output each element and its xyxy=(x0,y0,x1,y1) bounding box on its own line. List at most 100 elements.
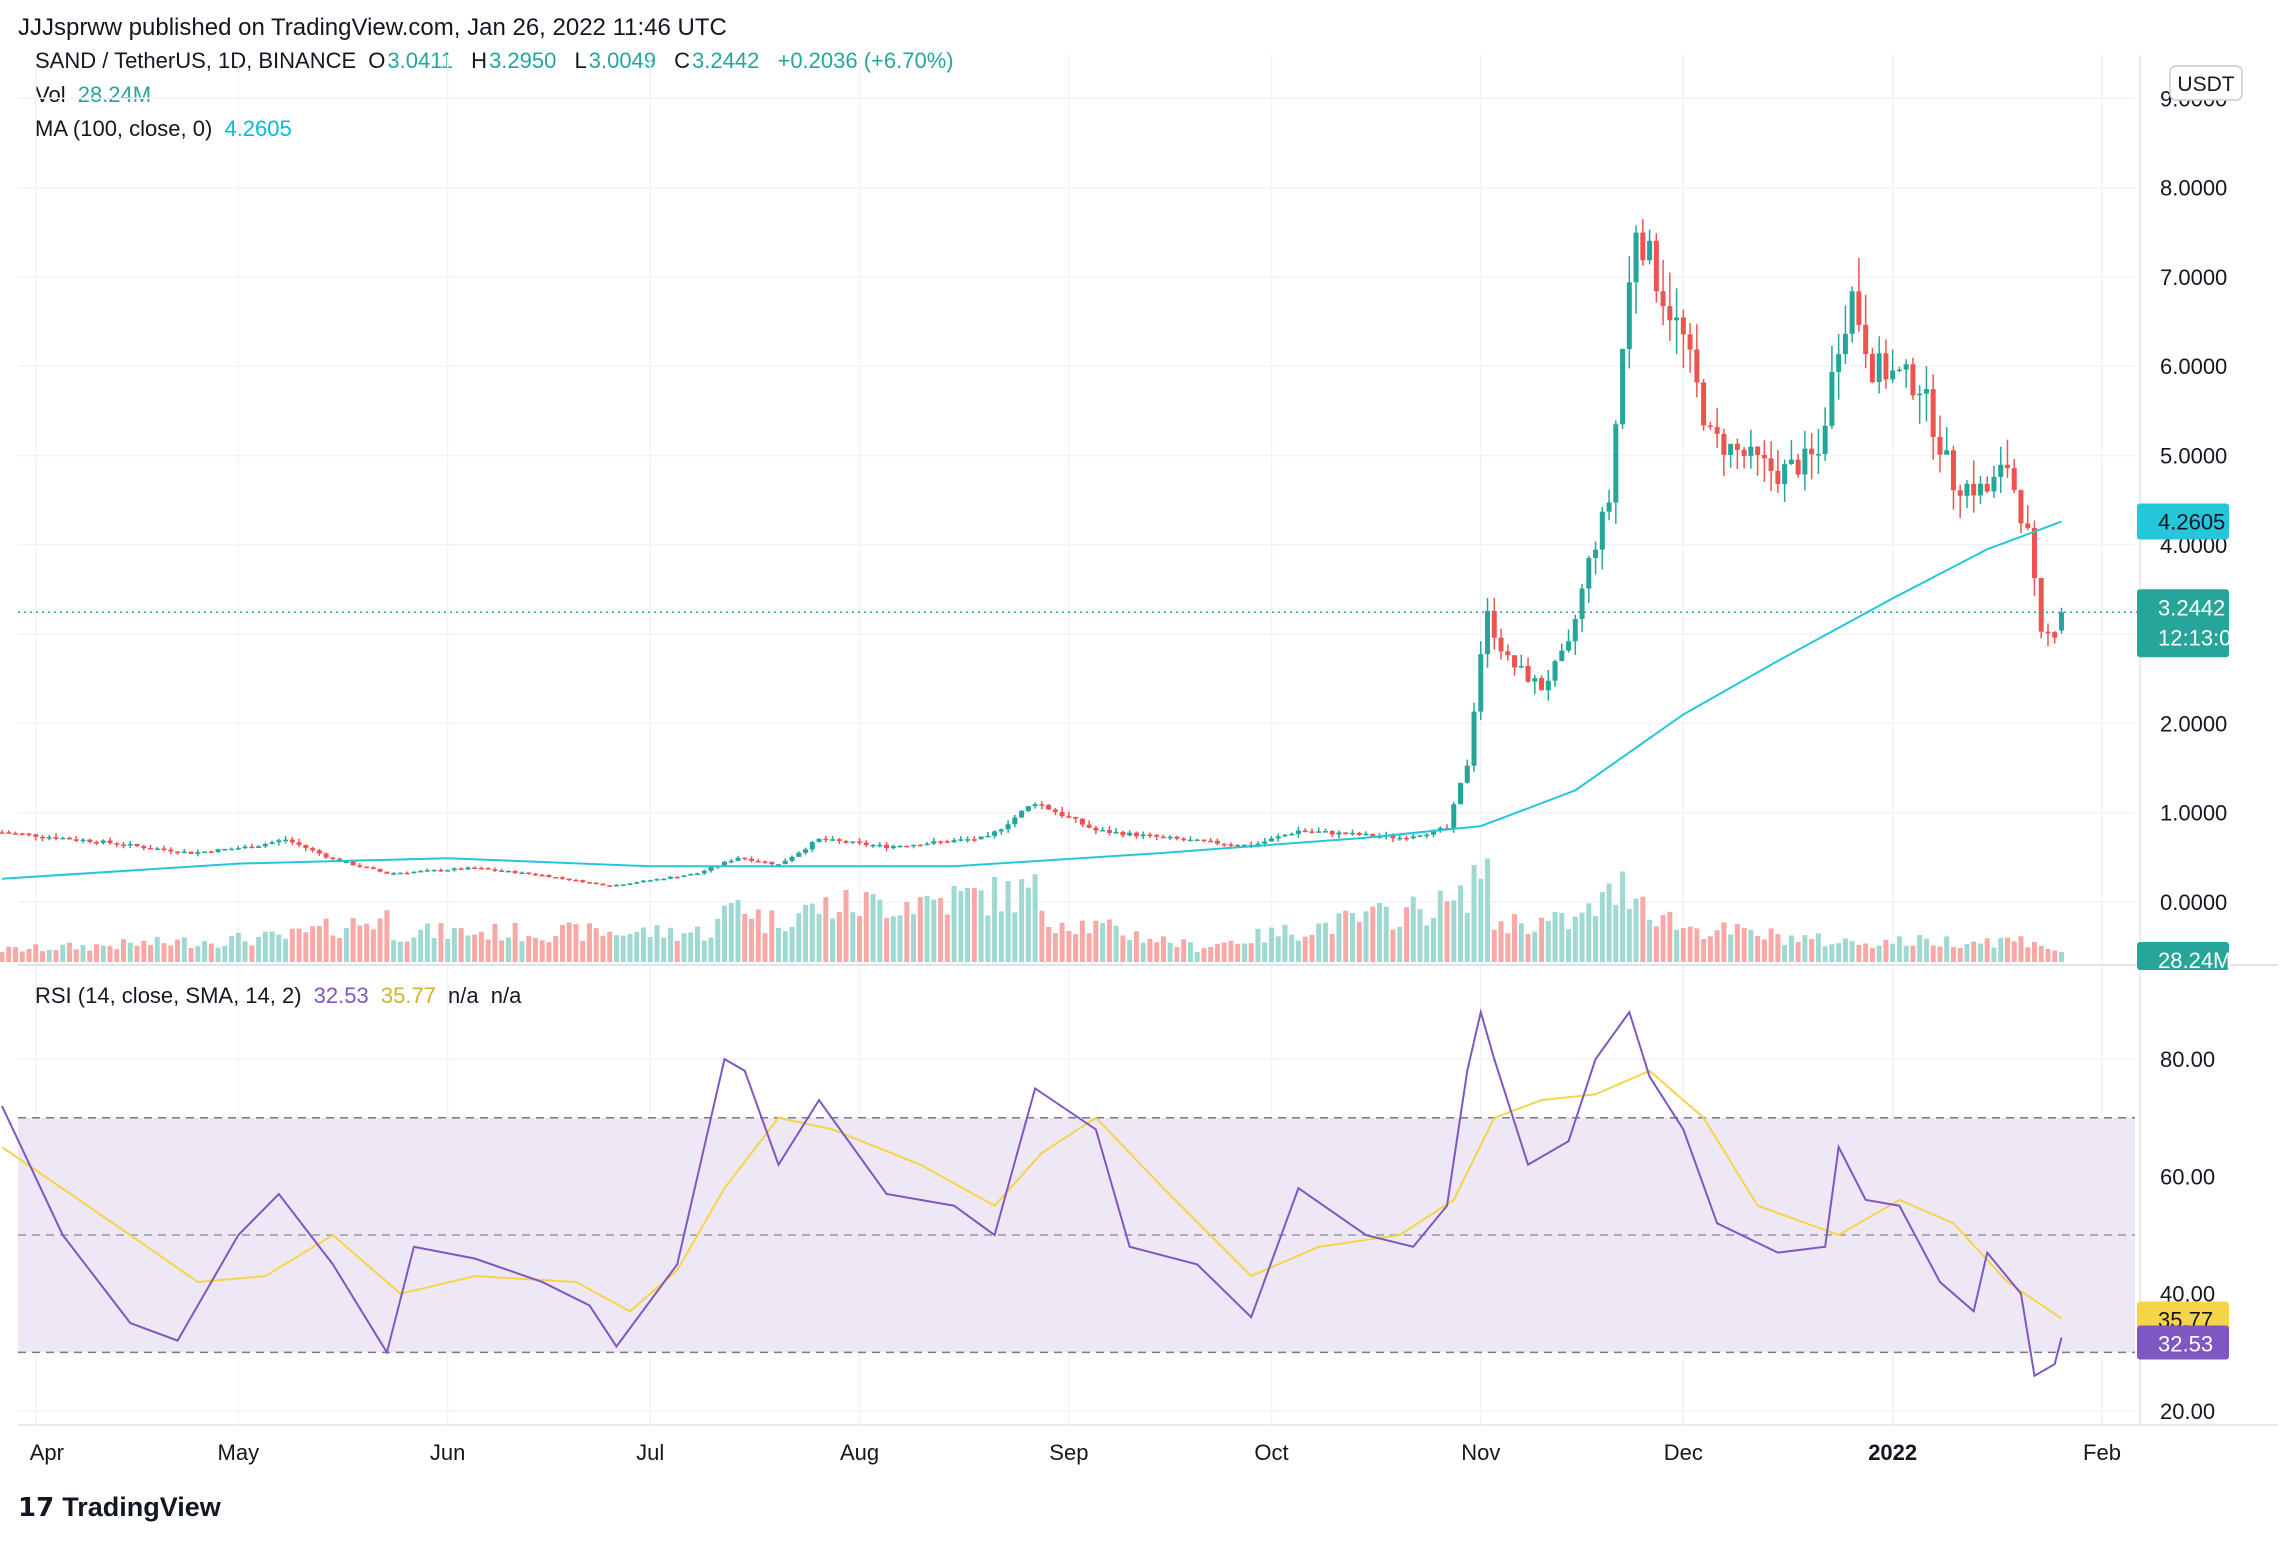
volume-bar xyxy=(803,904,809,962)
candle-body xyxy=(492,869,498,871)
volume-bar xyxy=(573,924,579,962)
candle-body xyxy=(539,874,545,877)
candle-body xyxy=(1788,459,1794,465)
candle-body xyxy=(1707,425,1713,428)
candle-body xyxy=(917,844,923,847)
candle-body xyxy=(256,846,262,849)
volume-bar xyxy=(330,935,336,962)
volume-bar xyxy=(1221,942,1227,962)
volume-bar xyxy=(1518,923,1524,962)
candle-body xyxy=(661,878,667,881)
candle-body xyxy=(1322,831,1328,833)
candle-body xyxy=(269,842,275,844)
volume-bar xyxy=(269,931,275,962)
candle-body xyxy=(0,832,5,834)
rsi-tick-label: 60.00 xyxy=(2160,1164,2215,1189)
volume-bar xyxy=(1302,936,1308,962)
candle-body xyxy=(884,844,890,849)
volume-bar xyxy=(1755,936,1761,962)
candle-body xyxy=(1086,824,1092,828)
candle-body xyxy=(1289,833,1295,836)
currency-label[interactable]: USDT xyxy=(2177,73,2234,96)
open-value: 3.0411 xyxy=(387,48,454,73)
volume-bar xyxy=(526,936,532,962)
volume-bar xyxy=(654,925,660,962)
volume-bar xyxy=(1917,935,1923,962)
ma-legend[interactable]: MA (100, close, 0) 4.2605 xyxy=(35,116,298,142)
volume-bar xyxy=(1620,871,1626,962)
candle-body xyxy=(1079,818,1085,825)
volume-bar xyxy=(1883,939,1889,962)
volume-legend[interactable]: Vol 28.24M xyxy=(35,82,157,108)
volume-bar xyxy=(1626,909,1632,962)
candle-body xyxy=(1167,836,1173,839)
candle-body xyxy=(1795,459,1801,475)
volume-bar xyxy=(418,929,424,962)
x-tick-label: Nov xyxy=(1461,1440,1500,1465)
volume-bar xyxy=(276,934,282,962)
volume-bar xyxy=(2025,947,2031,962)
volume-bar xyxy=(607,931,613,962)
volume-bar xyxy=(634,931,640,962)
candle-body xyxy=(1923,389,1929,394)
volume-bar xyxy=(1147,939,1153,962)
currency-button-bg[interactable] xyxy=(2169,65,2243,101)
volume-bar xyxy=(1971,941,1977,962)
axes[interactable]: Apr May Jun Jul Aug Sep Oct Nov Dec 2022 Feb 0.0000… xyxy=(30,86,2228,1465)
candle-body xyxy=(6,832,12,834)
candle-body xyxy=(1363,833,1369,836)
candle-body xyxy=(1950,450,1956,491)
candle-body xyxy=(1154,834,1160,837)
volume-bar xyxy=(1208,946,1214,962)
candle-body xyxy=(195,852,201,854)
candle-body xyxy=(1458,782,1464,805)
volume-bar xyxy=(242,941,248,962)
x-tick-label: Sep xyxy=(1049,1440,1088,1465)
volume-bar xyxy=(181,937,187,962)
candle-body xyxy=(262,843,268,847)
volume-bar xyxy=(1545,920,1551,962)
y-tick-label: 0.0000 xyxy=(2160,890,2227,915)
volume-bar xyxy=(148,945,154,962)
tradingview-logo[interactable]: 17 TradingView xyxy=(18,1492,221,1523)
candle-body xyxy=(755,860,761,863)
volume-bar xyxy=(627,934,633,962)
candle-body xyxy=(472,867,478,870)
volume-bar xyxy=(1417,909,1423,962)
volume-bar xyxy=(67,942,73,962)
volume-bar xyxy=(1194,951,1200,962)
candle-body xyxy=(958,839,964,841)
candle-body xyxy=(1295,830,1301,834)
candle-body xyxy=(627,883,633,885)
candle-body xyxy=(1201,839,1207,842)
candle-body xyxy=(1633,232,1639,283)
rsi-sma-value: 35.77 xyxy=(380,983,436,1008)
volume-bar xyxy=(1782,945,1788,962)
volume-value: 28.24M xyxy=(77,82,152,107)
candle-body xyxy=(181,851,187,854)
rsi-legend[interactable]: RSI (14, close, SMA, 14, 2) 32.53 35.77 … xyxy=(35,983,527,1009)
candle-body xyxy=(1160,836,1166,839)
volume-bar xyxy=(1944,936,1950,962)
volume-bar xyxy=(2031,941,2037,962)
candle-body xyxy=(985,835,991,838)
candle-body xyxy=(40,836,46,839)
volume-bar xyxy=(492,923,498,962)
candle-body xyxy=(1667,306,1673,321)
candle-body xyxy=(1066,816,1072,818)
candle-body xyxy=(73,839,79,841)
volume-bar xyxy=(397,941,403,962)
volume-bar xyxy=(1086,933,1092,962)
tradingview-brand: TradingView xyxy=(62,1492,221,1522)
candle-body xyxy=(1822,425,1828,455)
volume-bar xyxy=(1255,928,1261,962)
volume-bar xyxy=(1633,898,1639,962)
volume-bar xyxy=(377,918,383,962)
volume-bar xyxy=(94,944,100,962)
symbol-name[interactable]: SAND / TetherUS, 1D, BINANCE xyxy=(35,48,357,73)
volume-bar xyxy=(235,932,241,962)
candle-body xyxy=(1883,353,1889,380)
volume-bar xyxy=(620,935,626,962)
volume-bar xyxy=(1869,948,1875,962)
